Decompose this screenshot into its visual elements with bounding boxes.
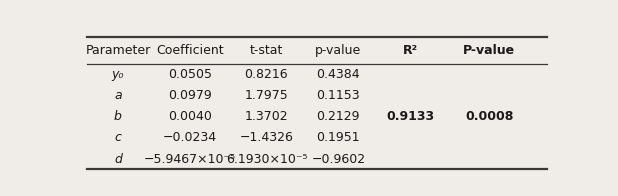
Text: y₀: y₀ [112,68,124,81]
Text: 0.4384: 0.4384 [316,68,360,81]
Text: t-stat: t-stat [250,44,283,57]
Text: −5.9467×10⁻⁵: −5.9467×10⁻⁵ [144,152,236,165]
Text: 1.3702: 1.3702 [245,110,288,123]
Text: 0.0979: 0.0979 [168,89,212,102]
Text: R²: R² [402,44,418,57]
Text: 1.7975: 1.7975 [245,89,289,102]
Text: 6.1930×10⁻⁵: 6.1930×10⁻⁵ [226,152,307,165]
Text: −0.0234: −0.0234 [163,131,217,144]
Text: p-value: p-value [315,44,362,57]
Text: 0.0505: 0.0505 [168,68,212,81]
Text: P-value: P-value [463,44,515,57]
Text: 0.0008: 0.0008 [465,110,514,123]
Text: 0.0040: 0.0040 [168,110,212,123]
Text: b: b [114,110,122,123]
Text: 0.1951: 0.1951 [316,131,360,144]
Text: −1.4326: −1.4326 [240,131,294,144]
Text: Coefficient: Coefficient [156,44,224,57]
Text: 0.2129: 0.2129 [316,110,360,123]
Text: a: a [114,89,122,102]
Text: c: c [114,131,121,144]
Text: −0.9602: −0.9602 [311,152,365,165]
Text: 0.9133: 0.9133 [386,110,434,123]
Text: Parameter: Parameter [85,44,151,57]
Text: d: d [114,152,122,165]
Text: 0.1153: 0.1153 [316,89,360,102]
Text: 0.8216: 0.8216 [245,68,288,81]
